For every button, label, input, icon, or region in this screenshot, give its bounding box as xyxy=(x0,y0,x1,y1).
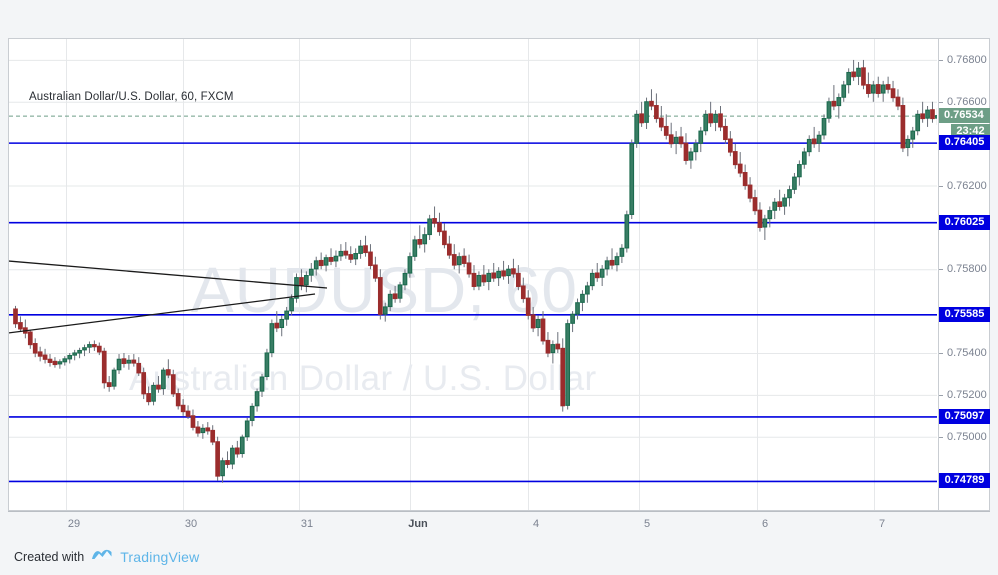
price-level-tag-2[interactable]: 0.76025 xyxy=(939,214,990,230)
tradingview-brand-label: TradingView xyxy=(120,549,200,565)
price-tick xyxy=(939,269,943,271)
time-tick-label: 5 xyxy=(643,518,651,530)
price-tick xyxy=(939,394,943,396)
price-tick-label: 0.75200 xyxy=(947,388,987,401)
tradingview-logo-icon xyxy=(91,547,113,567)
price-tick-label: 0.75400 xyxy=(947,347,987,359)
price-axis[interactable]: 0.76800 0.76600 0.76200 0.75800 0.75400 0.752… xyxy=(938,39,990,510)
time-tick-label: 4 xyxy=(532,518,540,530)
watermark-description: Australian Dollar / U.S. Dollar xyxy=(129,359,597,398)
price-tick xyxy=(939,353,943,354)
price-tick xyxy=(939,59,943,61)
time-tick-label: Jun xyxy=(408,518,428,530)
time-axis[interactable]: 29 30 31 Jun 4 5 6 7 xyxy=(8,511,990,537)
time-tick-label: 6 xyxy=(761,518,769,530)
price-tick xyxy=(939,101,943,103)
price-tick xyxy=(939,436,943,438)
candlestick-series[interactable] xyxy=(9,39,937,510)
horizontal-levels-layer[interactable] xyxy=(9,39,937,510)
price-level-tag-1[interactable]: 0.76405 xyxy=(939,135,990,151)
price-tick-label: 0.76600 xyxy=(947,95,987,108)
price-tick xyxy=(939,185,943,187)
price-level-tag-5[interactable]: 0.74789 xyxy=(939,473,990,489)
price-tick-label: 0.76200 xyxy=(947,179,987,192)
gridlines-layer xyxy=(9,39,937,510)
trendlines-layer[interactable] xyxy=(9,39,937,510)
current-price-tag[interactable]: 0.76534 xyxy=(939,108,990,124)
time-tick-label: 30 xyxy=(184,518,198,530)
time-tick-label: 29 xyxy=(67,518,81,530)
price-tick-label: 0.75000 xyxy=(947,430,987,443)
price-tick-label: 0.75800 xyxy=(947,263,987,276)
footer-attribution: Created with TradingView xyxy=(14,547,199,567)
time-tick-label: 31 xyxy=(300,518,314,530)
price-level-tag-3[interactable]: 0.75585 xyxy=(939,306,990,322)
created-with-label: Created with xyxy=(14,550,85,564)
chart-plot-area[interactable]: AUDUSD, 60 Australian Dollar / U.S. Doll… xyxy=(9,39,937,510)
price-level-tag-4[interactable]: 0.75097 xyxy=(939,408,990,424)
price-tick-label: 0.76800 xyxy=(947,53,987,66)
chart-frame: AUDUSD, 60 Australian Dollar / U.S. Doll… xyxy=(8,38,990,511)
chart-legend: Australian Dollar/U.S. Dollar, 60, FXCM xyxy=(29,91,234,103)
time-tick-label: 7 xyxy=(878,518,886,530)
